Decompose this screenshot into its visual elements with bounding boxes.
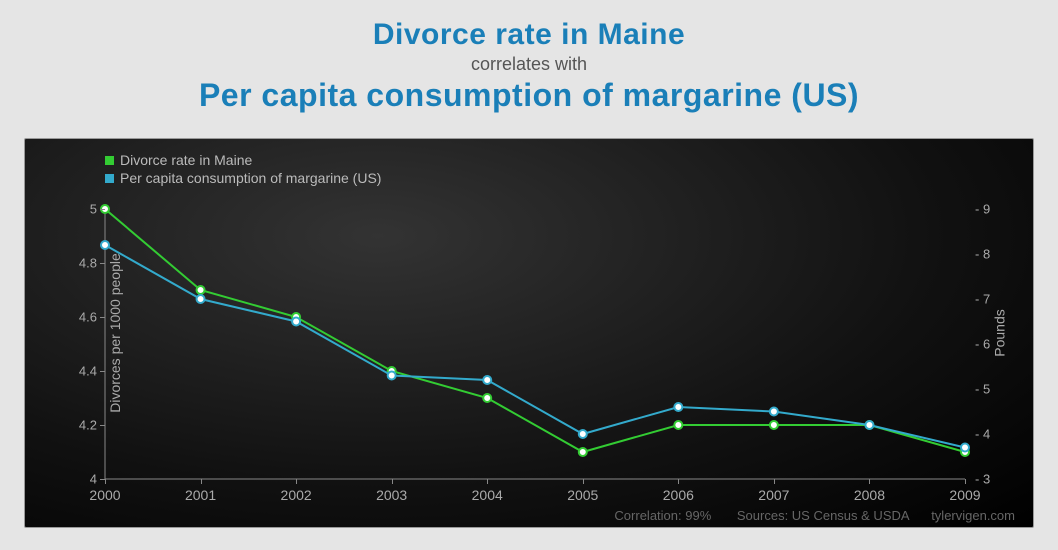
title-line-2: Per capita consumption of margarine (US) (0, 77, 1058, 114)
chart-footer: Correlation: 99% Sources: US Census & US… (614, 508, 1015, 523)
series-marker-divorce_rate (579, 448, 587, 456)
series-marker-divorce_rate (483, 394, 491, 402)
series-marker-divorce_rate (197, 286, 205, 294)
series-line-margarine (105, 245, 965, 448)
ytick-right: - 5 (975, 382, 1005, 397)
series-marker-divorce_rate (770, 421, 778, 429)
footer-correlation: Correlation: 99% (614, 508, 711, 523)
xtick: 2001 (185, 487, 216, 503)
ytick-left: 5 (67, 202, 97, 217)
xtick: 2002 (281, 487, 312, 503)
ytick-left: 4 (67, 472, 97, 487)
ytick-right: - 8 (975, 247, 1005, 262)
ytick-right: - 4 (975, 427, 1005, 442)
series-marker-margarine (292, 318, 300, 326)
ytick-right: - 7 (975, 292, 1005, 307)
ytick-right: - 3 (975, 472, 1005, 487)
series-marker-margarine (770, 408, 778, 416)
xtick: 2009 (949, 487, 980, 503)
series-marker-margarine (483, 376, 491, 384)
plot-svg (25, 139, 1035, 529)
ytick-right: - 6 (975, 337, 1005, 352)
subtitle: correlates with (0, 54, 1058, 75)
chart: Divorce rate in Maine Per capita consump… (24, 138, 1034, 528)
xtick: 2005 (567, 487, 598, 503)
header: Divorce rate in Maine correlates with Pe… (0, 0, 1058, 122)
ytick-left: 4.8 (67, 256, 97, 271)
xtick: 2003 (376, 487, 407, 503)
series-marker-margarine (197, 295, 205, 303)
series-marker-margarine (579, 430, 587, 438)
ytick-right: - 9 (975, 202, 1005, 217)
ytick-left: 4.4 (67, 364, 97, 379)
ytick-left: 4.2 (67, 418, 97, 433)
xtick: 2006 (663, 487, 694, 503)
xtick: 2008 (854, 487, 885, 503)
series-line-divorce_rate (105, 209, 965, 452)
footer-site: tylervigen.com (931, 508, 1015, 523)
series-marker-divorce_rate (674, 421, 682, 429)
series-marker-margarine (865, 421, 873, 429)
series-marker-margarine (961, 444, 969, 452)
ytick-left: 4.6 (67, 310, 97, 325)
xtick: 2007 (758, 487, 789, 503)
title-line-1: Divorce rate in Maine (0, 18, 1058, 52)
xtick: 2000 (89, 487, 120, 503)
chart-container: Divorce rate in Maine Per capita consump… (24, 138, 1034, 528)
footer-sources: Sources: US Census & USDA (737, 508, 910, 523)
series-marker-margarine (674, 403, 682, 411)
xtick: 2004 (472, 487, 503, 503)
series-marker-margarine (388, 372, 396, 380)
series-marker-margarine (101, 241, 109, 249)
